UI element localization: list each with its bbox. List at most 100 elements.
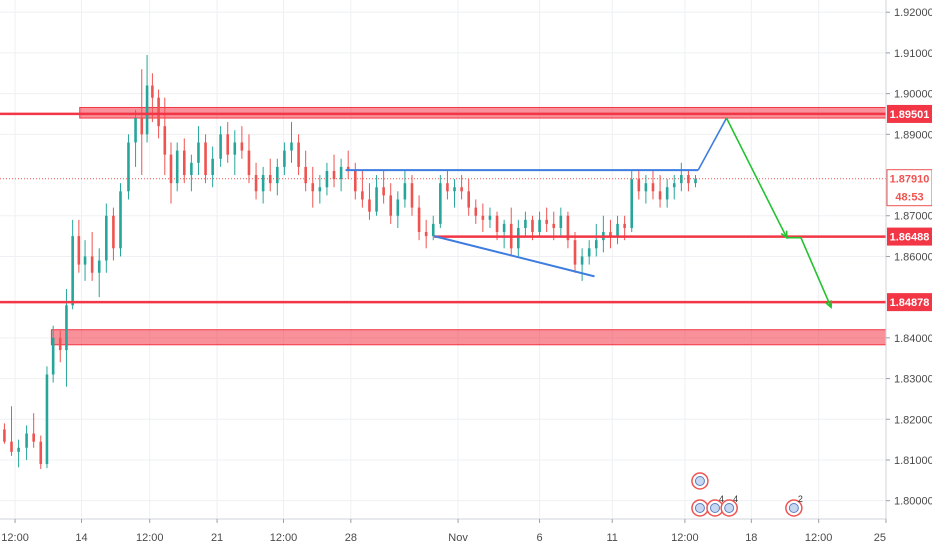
candle-body bbox=[594, 240, 598, 249]
candle-body bbox=[51, 337, 55, 375]
price-tag-label: 1.89501 bbox=[890, 109, 930, 121]
candle-body bbox=[460, 187, 463, 192]
candle-body bbox=[467, 191, 470, 208]
candle-body bbox=[552, 223, 556, 228]
y-tick-label: 1.92000 bbox=[894, 7, 932, 19]
candle-body bbox=[609, 232, 612, 237]
candle-body bbox=[325, 170, 329, 188]
candle-body bbox=[446, 183, 449, 192]
candle-body bbox=[219, 134, 222, 159]
candle-body bbox=[396, 199, 400, 216]
candle-body bbox=[545, 219, 548, 224]
candle-body bbox=[339, 166, 343, 180]
event-marker-count: 2 bbox=[798, 494, 803, 504]
candle-body bbox=[644, 183, 648, 192]
x-tick-label: 14 bbox=[75, 532, 87, 544]
x-tick-label: 12:00 bbox=[671, 532, 699, 544]
candle-body bbox=[410, 183, 414, 208]
x-tick-label: 21 bbox=[211, 532, 223, 544]
candle-body bbox=[204, 142, 207, 176]
candles-layer bbox=[3, 54, 697, 469]
price-tag-label: 1.86488 bbox=[890, 232, 930, 244]
candle-body bbox=[197, 142, 200, 163]
candle-body bbox=[58, 337, 62, 351]
candle-body bbox=[65, 305, 68, 351]
candle-body bbox=[45, 374, 49, 465]
candle-body bbox=[190, 162, 193, 176]
candle-body bbox=[169, 154, 173, 184]
candle-body bbox=[211, 158, 214, 176]
flag-icon bbox=[724, 503, 735, 513]
candle-body bbox=[616, 223, 619, 237]
y-tick-label: 1.87000 bbox=[894, 211, 932, 223]
x-tick-label: 28 bbox=[345, 532, 357, 544]
candle-body bbox=[403, 183, 407, 200]
candle-body bbox=[17, 447, 20, 452]
lower-trend-line bbox=[433, 235, 595, 278]
flag-icon bbox=[694, 476, 705, 486]
candle-body bbox=[439, 183, 442, 224]
candle-body bbox=[368, 199, 371, 212]
y-tick-label: 1.86000 bbox=[894, 251, 932, 263]
candle-body bbox=[318, 187, 322, 192]
candle-body bbox=[145, 85, 149, 135]
countdown-label: 48:53 bbox=[895, 192, 923, 204]
candle-body bbox=[233, 142, 237, 155]
candle-body bbox=[32, 433, 35, 442]
candle-body bbox=[651, 183, 655, 192]
y-tick-label: 1.82000 bbox=[894, 414, 932, 426]
candle-body bbox=[140, 118, 144, 135]
candle-body bbox=[261, 175, 265, 192]
candle-body bbox=[127, 142, 130, 192]
candle-body bbox=[226, 134, 230, 155]
candle-body bbox=[417, 207, 421, 233]
candle-body bbox=[481, 215, 485, 220]
candle-body bbox=[453, 187, 456, 192]
candle-body bbox=[134, 118, 137, 143]
y-tick-label: 1.81000 bbox=[894, 455, 932, 467]
event-marker-count: 4 bbox=[719, 494, 724, 504]
flag-icon bbox=[788, 503, 799, 513]
candle-body bbox=[97, 260, 101, 273]
chart-grid bbox=[0, 0, 887, 519]
candle-body bbox=[163, 126, 167, 155]
candle-body bbox=[83, 256, 87, 265]
candle-body bbox=[672, 183, 676, 188]
y-tick-label: 1.89000 bbox=[894, 129, 932, 141]
projection-path bbox=[725, 117, 832, 308]
candle-body bbox=[119, 191, 122, 249]
zone-rect bbox=[50, 329, 887, 346]
candle-body bbox=[538, 219, 541, 233]
price-tag-label: 1.84878 bbox=[890, 297, 930, 309]
x-tick-label: 12:00 bbox=[136, 532, 164, 544]
candle-body bbox=[283, 150, 286, 167]
candle-body bbox=[587, 248, 591, 257]
lines-layer bbox=[0, 112, 886, 310]
x-tick-label: 12:00 bbox=[805, 532, 833, 544]
x-tick-label: 25 bbox=[874, 532, 886, 544]
x-tick-label: 6 bbox=[537, 532, 543, 544]
y-tick-label: 1.91000 bbox=[894, 48, 932, 60]
x-tick-label: 11 bbox=[607, 532, 618, 544]
candle-body bbox=[311, 183, 315, 192]
candle-body bbox=[658, 191, 662, 200]
candle-body bbox=[580, 256, 584, 265]
current-price-tag bbox=[886, 169, 932, 207]
candle-body bbox=[623, 223, 626, 228]
candle-body bbox=[517, 227, 520, 249]
candle-body bbox=[361, 191, 364, 200]
candle-body bbox=[304, 166, 307, 184]
candle-body bbox=[240, 142, 244, 151]
candle-body bbox=[290, 142, 293, 151]
flag-icon bbox=[710, 503, 721, 513]
candle-body bbox=[332, 170, 336, 180]
x-tick-label: 18 bbox=[745, 532, 757, 544]
candle-body bbox=[10, 441, 13, 452]
candle-body bbox=[105, 215, 108, 261]
x-tick-label: Nov bbox=[448, 532, 468, 544]
candle-body bbox=[566, 215, 570, 241]
candle-body bbox=[531, 219, 534, 233]
